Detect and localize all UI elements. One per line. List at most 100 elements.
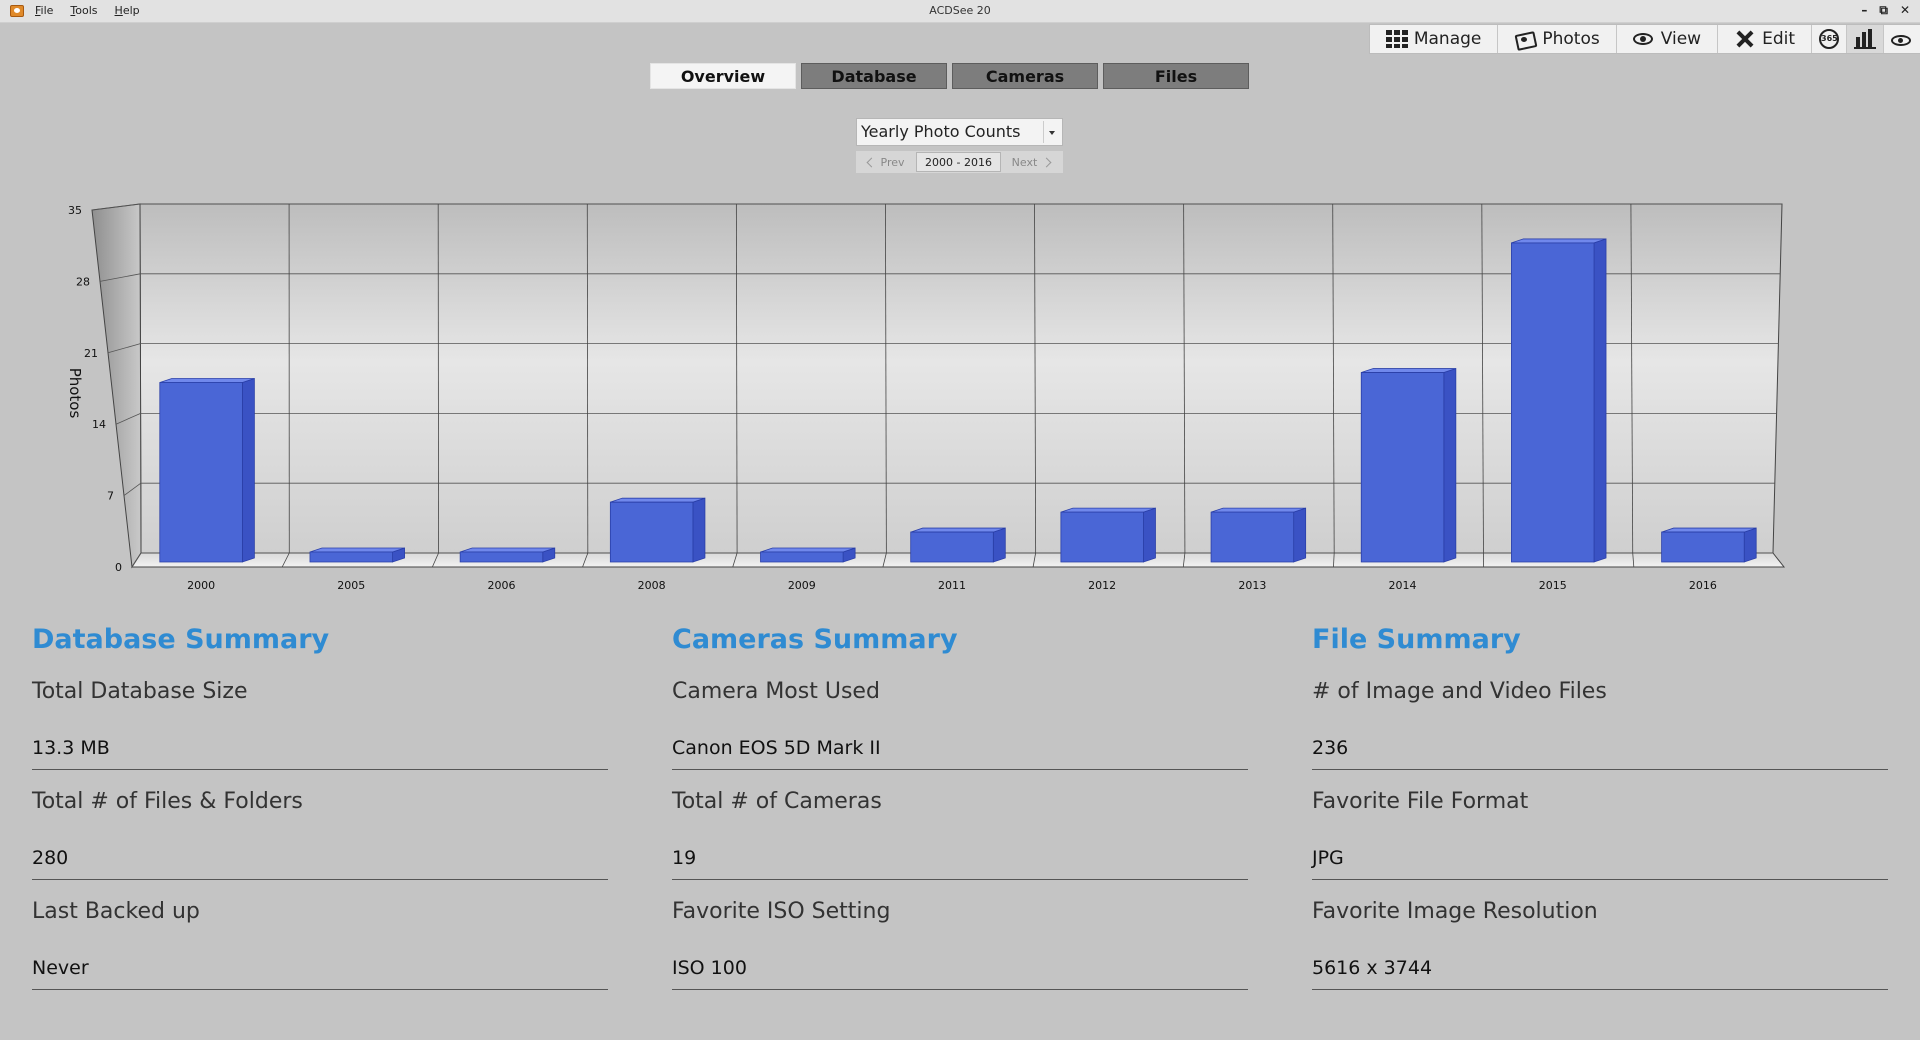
- bar-2006: [459, 547, 556, 563]
- chart-type-value: Yearly Photo Counts: [861, 122, 1021, 141]
- bar-side: [1743, 527, 1757, 563]
- photos-mode-button[interactable]: Photos: [1497, 25, 1615, 53]
- chart-type-dropdown[interactable]: Yearly Photo Counts: [856, 118, 1063, 146]
- chart-grid-left: [123, 482, 142, 496]
- restore-icon[interactable]: ⧉: [1879, 3, 1888, 17]
- field-label: Total Database Size: [32, 679, 248, 704]
- prev-button[interactable]: Prev: [856, 151, 916, 173]
- bar-top: [1060, 507, 1156, 513]
- chart-divider: [735, 203, 738, 554]
- field-value: 280: [32, 838, 608, 880]
- title-bar: File Tools Help ACDSee 20 – ⧉ ✕: [0, 0, 1920, 23]
- bar-top: [760, 547, 856, 553]
- x-tick-label: 2006: [487, 579, 515, 592]
- last-backed-up: Last Backed up Never: [32, 884, 608, 990]
- field-value: 19: [672, 838, 1248, 880]
- chart-grid-left: [107, 343, 141, 354]
- y-tick-label: 0: [115, 561, 122, 574]
- x-tick-label: 2013: [1238, 579, 1266, 592]
- menu-tools[interactable]: Tools: [70, 4, 98, 17]
- 365-mode-button[interactable]: 365: [1811, 25, 1846, 53]
- y-tick-label: 28: [76, 275, 90, 288]
- next-button[interactable]: Next: [1001, 151, 1061, 173]
- field-label: Favorite File Format: [1312, 789, 1529, 814]
- window-title: ACDSee 20: [929, 4, 991, 17]
- view-mode-button[interactable]: View: [1615, 25, 1717, 53]
- field-label: Favorite Image Resolution: [1312, 899, 1598, 924]
- manage-mode-button[interactable]: Manage: [1370, 25, 1498, 53]
- bar-top: [1661, 527, 1757, 533]
- menu-file[interactable]: File: [35, 4, 54, 17]
- field-value: JPG: [1312, 838, 1888, 880]
- field-value: Never: [32, 948, 608, 990]
- chart-divider: [1630, 203, 1634, 554]
- tab-cameras[interactable]: Cameras: [952, 63, 1098, 89]
- x-tick-label: 2011: [938, 579, 966, 592]
- field-label: Total # of Files & Folders: [32, 789, 303, 814]
- bar-front: [309, 551, 393, 563]
- bar-2000: [159, 377, 255, 563]
- develop-eye-icon: [1891, 30, 1913, 48]
- mode-toolbar: Manage Photos View Edit 365: [1368, 24, 1920, 54]
- edit-mode-button[interactable]: Edit: [1717, 25, 1811, 53]
- chart-divider: [885, 203, 887, 554]
- field-label: Favorite ISO Setting: [672, 899, 891, 924]
- chart-grid-left: [91, 203, 141, 211]
- bar-2009: [760, 547, 856, 563]
- edit-icon: [1734, 30, 1756, 48]
- bar-front: [1360, 372, 1445, 563]
- minimize-icon[interactable]: –: [1861, 3, 1868, 17]
- tab-files[interactable]: Files: [1103, 63, 1249, 89]
- bar-side: [992, 527, 1006, 563]
- x-tick-label: 2005: [337, 579, 365, 592]
- total-cameras: Total # of Cameras 19: [672, 774, 1248, 880]
- x-tick-label: 2012: [1088, 579, 1116, 592]
- close-icon[interactable]: ✕: [1899, 3, 1910, 17]
- bar-top: [1361, 368, 1456, 373]
- yearly-photo-chart: 0 7 14 21 28 35 Photos 2000 2005 2006 2008 2009 2011…: [66, 203, 1786, 592]
- menu-help[interactable]: Help: [114, 4, 140, 17]
- develop-mode-button[interactable]: [1883, 25, 1920, 53]
- x-tick-label: 2014: [1389, 579, 1417, 592]
- chart-floor-divider: [582, 552, 589, 568]
- field-label: Last Backed up: [32, 899, 200, 924]
- bar-side: [1143, 507, 1156, 563]
- file-summary-title: File Summary: [1312, 624, 1521, 655]
- tab-database[interactable]: Database: [801, 63, 947, 89]
- chart-divider: [1183, 203, 1186, 554]
- bar-2015: [1511, 238, 1607, 563]
- bar-top: [460, 547, 555, 553]
- bar-front: [1210, 511, 1295, 563]
- chart-left-wall: [91, 203, 142, 569]
- chart-divider: [586, 203, 589, 554]
- chart-divider: [1481, 203, 1484, 554]
- chart-grid-left: [99, 273, 141, 282]
- bar-side: [1443, 367, 1457, 563]
- y-tick-label: 14: [92, 418, 106, 431]
- photos-mode-label: Photos: [1542, 29, 1600, 49]
- dashboard-icon: [1854, 29, 1876, 49]
- chevron-left-icon: [866, 157, 876, 167]
- chart-floor-divider: [882, 552, 887, 568]
- menu-bar: File Tools Help: [35, 4, 140, 17]
- file-summary: File Summary # of Image and Video Files …: [1312, 620, 1888, 990]
- prev-label: Prev: [880, 155, 905, 169]
- bar-front: [1060, 511, 1144, 563]
- bar-top: [910, 527, 1006, 533]
- bar-side: [241, 377, 255, 563]
- chart-grid-left: [131, 552, 142, 568]
- year-range-label: 2000 - 2016: [916, 152, 1001, 172]
- bar-top: [610, 497, 706, 503]
- y-tick-label: 35: [68, 204, 82, 217]
- image-video-count: # of Image and Video Files 236: [1312, 664, 1888, 770]
- favorite-resolution: Favorite Image Resolution 5616 x 3744: [1312, 884, 1888, 990]
- chart-grid-left: [115, 413, 141, 425]
- chevron-down-icon[interactable]: [1043, 121, 1060, 143]
- tab-overview[interactable]: Overview: [650, 63, 796, 89]
- next-label: Next: [1011, 155, 1038, 169]
- photos-icon: [1514, 30, 1536, 48]
- field-label: Total # of Cameras: [672, 789, 882, 814]
- bar-2014: [1360, 367, 1457, 563]
- chevron-right-icon: [1041, 157, 1052, 167]
- dashboard-mode-button[interactable]: [1846, 25, 1883, 53]
